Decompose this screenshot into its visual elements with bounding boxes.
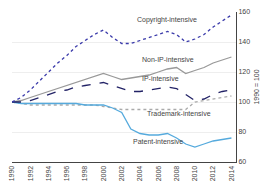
svg-text:Copyright-intensive: Copyright-intensive bbox=[137, 16, 197, 24]
svg-text:Non-IP-intensive: Non-IP-intensive bbox=[142, 56, 194, 63]
svg-text:1996: 1996 bbox=[63, 166, 70, 182]
svg-text:1990 = 100: 1990 = 100 bbox=[253, 69, 260, 104]
svg-text:IP-intensive: IP-intensive bbox=[142, 75, 179, 82]
svg-text:140: 140 bbox=[238, 38, 250, 45]
svg-text:2008: 2008 bbox=[173, 166, 180, 182]
svg-text:1994: 1994 bbox=[45, 166, 52, 182]
svg-text:Trademark-intensive: Trademark-intensive bbox=[147, 110, 211, 117]
svg-text:100: 100 bbox=[238, 98, 250, 105]
svg-text:1992: 1992 bbox=[27, 166, 34, 182]
svg-text:1998: 1998 bbox=[81, 166, 88, 182]
svg-text:80: 80 bbox=[238, 128, 246, 135]
svg-text:120: 120 bbox=[238, 68, 250, 75]
svg-text:2002: 2002 bbox=[118, 166, 125, 182]
svg-text:2010: 2010 bbox=[191, 166, 198, 182]
svg-text:1990: 1990 bbox=[8, 166, 15, 182]
svg-text:2000: 2000 bbox=[100, 166, 107, 182]
svg-text:2012: 2012 bbox=[209, 166, 216, 182]
svg-text:2014: 2014 bbox=[228, 166, 235, 182]
svg-text:160: 160 bbox=[238, 8, 250, 15]
svg-text:2004: 2004 bbox=[136, 166, 143, 182]
svg-text:Patent-intensive: Patent-intensive bbox=[133, 138, 183, 145]
svg-text:60: 60 bbox=[238, 158, 246, 165]
svg-text:2006: 2006 bbox=[155, 166, 162, 182]
